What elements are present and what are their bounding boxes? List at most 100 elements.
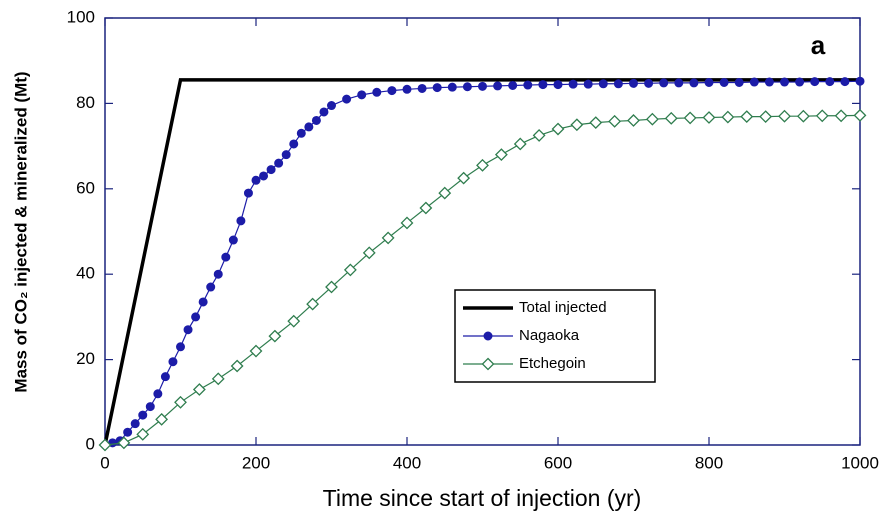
- data-point: [381, 231, 395, 245]
- data-point: [228, 235, 238, 245]
- data-point: [478, 81, 487, 91]
- series-line: [103, 78, 860, 446]
- data-point: [532, 129, 546, 142]
- data-point: [274, 158, 284, 168]
- x-axis-title: Time since start of injection (yr): [323, 485, 642, 511]
- data-point: [704, 77, 714, 87]
- data-point: [702, 111, 716, 124]
- x-tick-label: 0: [100, 453, 109, 472]
- data-point: [795, 77, 805, 87]
- data-point: [287, 314, 301, 328]
- data-point: [183, 325, 193, 335]
- data-point: [230, 359, 244, 373]
- legend-marker: [481, 357, 495, 371]
- data-point: [749, 77, 759, 87]
- data-point: [513, 137, 527, 151]
- data-point: [138, 410, 148, 420]
- data-point: [664, 111, 678, 125]
- y-tick-label: 40: [76, 264, 95, 283]
- data-point: [221, 252, 231, 262]
- x-tick-label: 800: [695, 453, 723, 472]
- x-tick-label: 600: [544, 453, 572, 472]
- data-point: [740, 110, 754, 124]
- data-point: [645, 112, 659, 126]
- data-point: [674, 78, 684, 88]
- data-point: [325, 280, 338, 294]
- data-point: [191, 312, 201, 322]
- data-point: [319, 107, 329, 117]
- data-point: [236, 216, 246, 226]
- data-point: [834, 109, 848, 123]
- data-point: [387, 86, 397, 96]
- data-point: [568, 79, 578, 89]
- data-point: [659, 78, 669, 88]
- data-point: [98, 438, 112, 452]
- data-point: [644, 78, 654, 88]
- data-point: [192, 383, 206, 396]
- data-point: [306, 297, 320, 311]
- data-point: [153, 389, 163, 399]
- x-tick-label: 400: [393, 453, 421, 472]
- data-point: [268, 329, 282, 343]
- data-point: [206, 282, 216, 292]
- data-point: [400, 216, 414, 230]
- data-point: [494, 148, 508, 162]
- y-tick-label: 20: [76, 349, 95, 368]
- data-point: [211, 372, 225, 386]
- data-point: [778, 109, 791, 123]
- data-point: [357, 90, 367, 100]
- data-point: [683, 111, 697, 125]
- data-point: [613, 79, 623, 89]
- data-point: [759, 110, 773, 124]
- data-point: [815, 109, 829, 123]
- y-tick-label: 100: [67, 7, 95, 26]
- data-point: [281, 150, 291, 160]
- data-point: [160, 372, 170, 382]
- data-point: [117, 436, 131, 450]
- data-point: [136, 427, 150, 441]
- data-point: [168, 357, 178, 367]
- data-point: [372, 87, 382, 97]
- x-tick-label: 200: [242, 453, 270, 472]
- data-point: [198, 297, 208, 307]
- plot-frame: [104, 17, 861, 446]
- data-point: [608, 114, 622, 128]
- data-point: [855, 76, 865, 86]
- data-point: [553, 80, 563, 90]
- data-point: [462, 82, 472, 92]
- y-axis-title: Mass of CO₂ injected & mineralized (Mt): [11, 71, 30, 392]
- legend-label: Nagaoka: [519, 327, 580, 344]
- data-point: [627, 114, 640, 127]
- data-point: [734, 77, 744, 87]
- data-point: [289, 139, 299, 149]
- data-point: [840, 77, 850, 87]
- data-point: [174, 395, 187, 409]
- data-point: [249, 344, 263, 358]
- data-point: [551, 122, 565, 136]
- legend-marker: [483, 331, 493, 341]
- data-point: [343, 263, 357, 277]
- series-line: [104, 80, 861, 446]
- data-point: [176, 342, 185, 352]
- data-point: [155, 412, 169, 426]
- data-point: [213, 269, 223, 279]
- data-point: [570, 118, 584, 132]
- legend-label: Total injected: [519, 299, 607, 316]
- data-point: [719, 77, 729, 87]
- data-point: [508, 80, 518, 90]
- data-point: [810, 77, 820, 87]
- data-point: [342, 94, 352, 104]
- data-point: [243, 188, 253, 198]
- data-point: [266, 165, 276, 175]
- data-point: [583, 79, 593, 89]
- data-point: [432, 83, 442, 93]
- data-point: [523, 80, 533, 90]
- panel-label: a: [811, 30, 826, 60]
- data-point: [327, 101, 336, 111]
- y-tick-label: 80: [76, 93, 95, 112]
- data-point: [419, 201, 433, 215]
- y-tick-label: 0: [86, 434, 95, 453]
- x-tick-label: 1000: [841, 453, 879, 472]
- data-point: [296, 128, 306, 138]
